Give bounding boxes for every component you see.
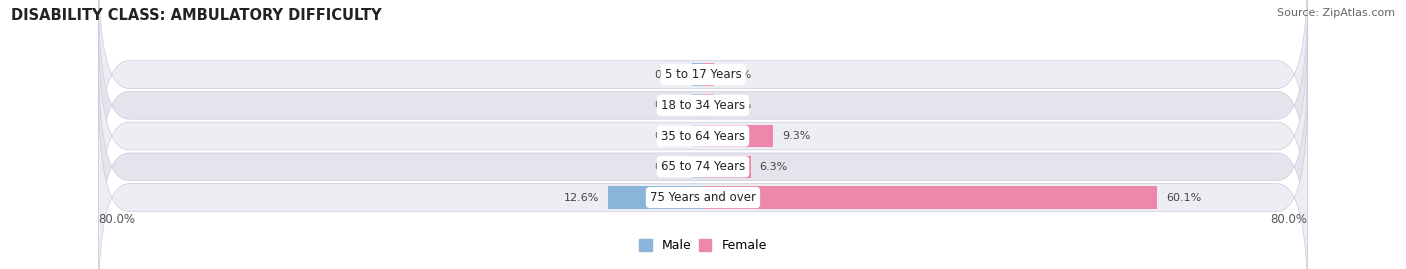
Text: 60.1%: 60.1% — [1166, 193, 1202, 203]
Text: 9.3%: 9.3% — [782, 131, 811, 141]
Text: 5 to 17 Years: 5 to 17 Years — [665, 68, 741, 81]
Bar — [692, 125, 703, 147]
Text: 12.6%: 12.6% — [564, 193, 599, 203]
Legend: Male, Female: Male, Female — [640, 239, 766, 252]
Text: 0.0%: 0.0% — [724, 100, 752, 110]
Text: 80.0%: 80.0% — [1271, 213, 1308, 226]
Bar — [692, 94, 703, 116]
FancyBboxPatch shape — [98, 0, 1308, 184]
Bar — [692, 156, 703, 178]
FancyBboxPatch shape — [98, 58, 1308, 269]
Bar — [703, 63, 714, 86]
FancyBboxPatch shape — [98, 89, 1308, 269]
Text: 80.0%: 80.0% — [98, 213, 135, 226]
Text: 0.0%: 0.0% — [654, 70, 682, 80]
FancyBboxPatch shape — [98, 0, 1308, 214]
Bar — [607, 186, 703, 208]
Text: 65 to 74 Years: 65 to 74 Years — [661, 160, 745, 173]
Text: 35 to 64 Years: 35 to 64 Years — [661, 130, 745, 143]
Text: 6.3%: 6.3% — [759, 162, 787, 172]
Bar — [703, 156, 751, 178]
Text: 75 Years and over: 75 Years and over — [650, 191, 756, 204]
Text: 18 to 34 Years: 18 to 34 Years — [661, 99, 745, 112]
Text: 0.0%: 0.0% — [654, 162, 682, 172]
Bar — [703, 186, 1157, 208]
Bar — [703, 94, 714, 116]
Text: Source: ZipAtlas.com: Source: ZipAtlas.com — [1277, 8, 1395, 18]
Text: 0.0%: 0.0% — [724, 70, 752, 80]
Text: 0.0%: 0.0% — [654, 100, 682, 110]
Bar — [692, 63, 703, 86]
FancyBboxPatch shape — [98, 27, 1308, 245]
Bar — [703, 125, 773, 147]
Text: 0.0%: 0.0% — [654, 131, 682, 141]
Text: DISABILITY CLASS: AMBULATORY DIFFICULTY: DISABILITY CLASS: AMBULATORY DIFFICULTY — [11, 8, 382, 23]
